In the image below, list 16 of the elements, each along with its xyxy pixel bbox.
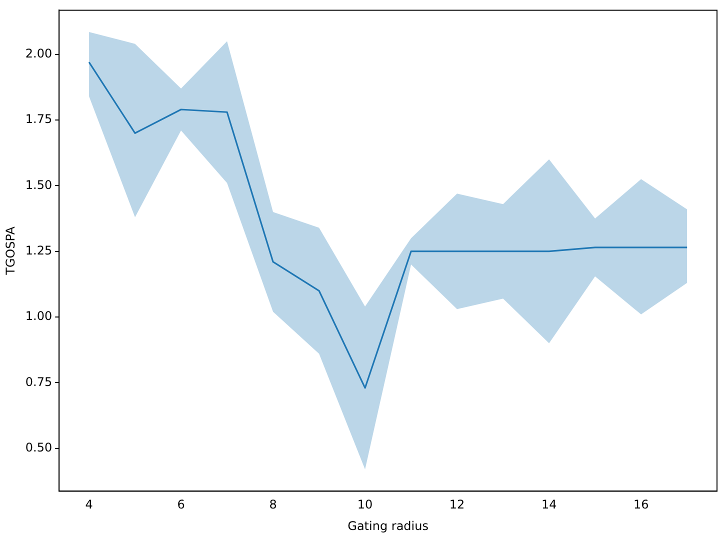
- x-tick-label: 8: [269, 498, 277, 512]
- y-axis-title: TGOSPA: [3, 226, 18, 276]
- x-tick-label: 12: [449, 498, 465, 512]
- y-tick-label: 1.50: [25, 178, 52, 192]
- y-tick-label: 0.75: [25, 374, 52, 389]
- y-tick-label: 2.00: [25, 46, 52, 60]
- x-tick-label: 14: [541, 498, 557, 512]
- y-tick-label: 0.50: [25, 440, 52, 455]
- x-axis-title: Gating radius: [348, 518, 428, 533]
- x-tick-label: 10: [357, 498, 373, 512]
- x-tick-label: 4: [85, 498, 93, 512]
- x-tick-label: 16: [633, 498, 649, 512]
- x-tick-label: 6: [177, 498, 185, 512]
- y-tick-label: 1.25: [25, 243, 52, 258]
- y-tick-label: 1.75: [25, 112, 52, 126]
- y-tick-label: 1.00: [25, 309, 52, 324]
